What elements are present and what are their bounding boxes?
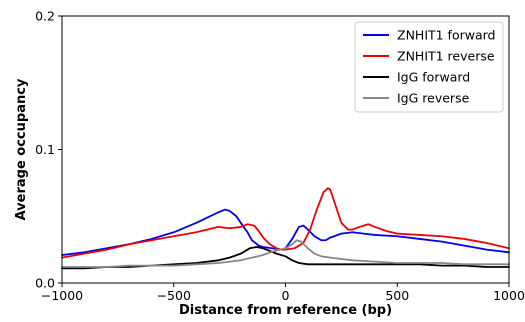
legend-box [354, 21, 504, 113]
x-axis-label: Distance from reference (bp) [179, 303, 392, 318]
series-layer [61, 187, 510, 270]
x-tick-label: −500 [157, 288, 191, 303]
legend-label: IgG forward [397, 70, 470, 85]
legend-label: IgG reverse [397, 91, 470, 106]
x-tick-label: 0 [282, 288, 290, 303]
legend: ZNHIT1 forward ZNHIT1 reverse IgG forward I… [354, 21, 504, 113]
legend-label: ZNHIT1 forward [397, 28, 496, 43]
ticks-layer: −1000 −500 0 500 1000 0.0 0.1 0.2 [35, 9, 525, 304]
legend-label: ZNHIT1 reverse [397, 49, 495, 64]
y-tick-label: 0.1 [35, 142, 55, 157]
x-tick-label: 1000 [493, 288, 525, 303]
y-tick-label: 0.2 [35, 9, 55, 24]
y-axis-label: Average occupancy [14, 78, 29, 220]
x-tick-label: 500 [385, 288, 409, 303]
x-tick-label: −1000 [41, 288, 83, 303]
series-line-4 [61, 239, 510, 268]
y-tick-label: 0.0 [35, 276, 55, 291]
